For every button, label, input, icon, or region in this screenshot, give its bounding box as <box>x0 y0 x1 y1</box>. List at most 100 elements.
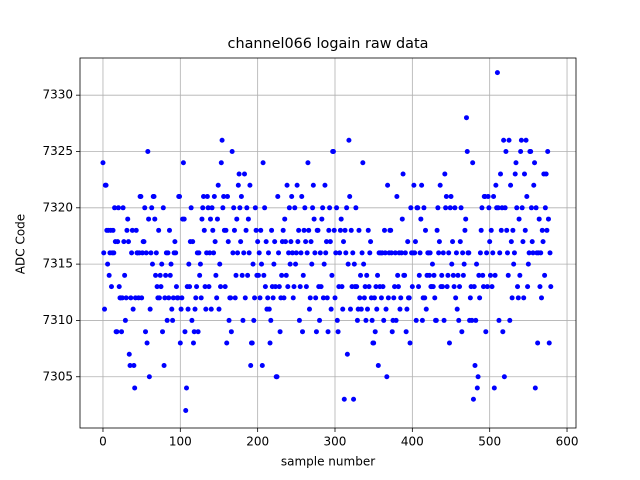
point <box>498 227 504 233</box>
point <box>289 194 295 200</box>
point <box>427 250 433 256</box>
point <box>322 182 328 188</box>
point <box>457 239 463 245</box>
point <box>126 351 132 357</box>
point <box>218 160 224 166</box>
point <box>310 205 316 211</box>
point <box>165 250 171 256</box>
point <box>253 227 259 233</box>
point <box>526 250 532 256</box>
point <box>446 250 452 256</box>
point <box>211 250 217 256</box>
point <box>530 250 536 256</box>
point <box>263 239 269 245</box>
point <box>179 295 185 301</box>
point <box>304 250 310 256</box>
point <box>489 284 495 290</box>
point <box>443 194 449 200</box>
point <box>318 284 324 290</box>
point <box>327 205 333 211</box>
point <box>166 295 172 301</box>
point <box>190 239 196 245</box>
point <box>525 261 531 267</box>
point <box>191 329 197 335</box>
point <box>539 227 545 233</box>
point <box>130 306 136 312</box>
point <box>282 216 288 222</box>
point <box>295 239 301 245</box>
point <box>449 261 455 267</box>
point <box>395 272 401 278</box>
point <box>374 306 380 312</box>
point <box>311 216 317 222</box>
point <box>364 272 370 278</box>
point <box>473 317 479 323</box>
point <box>125 239 131 245</box>
point <box>203 306 209 312</box>
point <box>139 250 145 256</box>
point <box>276 250 282 256</box>
x-axis-label: sample number <box>281 455 375 469</box>
point <box>522 227 528 233</box>
point <box>116 284 122 290</box>
point <box>262 284 268 290</box>
point <box>484 284 490 290</box>
point <box>480 284 486 290</box>
point <box>175 295 181 301</box>
point <box>180 160 186 166</box>
point <box>485 194 491 200</box>
point <box>347 306 353 312</box>
point <box>358 306 364 312</box>
point <box>257 295 263 301</box>
point <box>491 194 497 200</box>
point <box>272 284 278 290</box>
point <box>463 216 469 222</box>
point <box>317 317 323 323</box>
point <box>358 272 364 278</box>
point <box>470 160 476 166</box>
point <box>100 160 106 166</box>
point <box>431 272 437 278</box>
x-tick-label: 500 <box>478 435 501 449</box>
point <box>537 284 543 290</box>
point <box>303 239 309 245</box>
point <box>509 295 515 301</box>
point <box>189 317 195 323</box>
point <box>213 272 219 278</box>
point <box>368 239 374 245</box>
point <box>354 284 360 290</box>
point <box>448 194 454 200</box>
point <box>545 148 551 154</box>
point <box>106 272 112 278</box>
point <box>518 137 524 143</box>
point <box>467 295 473 301</box>
point <box>442 171 448 177</box>
point <box>283 272 289 278</box>
point <box>422 295 428 301</box>
point <box>219 137 225 143</box>
point <box>141 239 147 245</box>
point <box>325 329 331 335</box>
point <box>521 171 527 177</box>
point <box>144 340 150 346</box>
point <box>231 205 237 211</box>
point <box>529 239 535 245</box>
point <box>456 317 462 323</box>
point <box>275 194 281 200</box>
y-axis-label: ADC Code <box>14 214 28 274</box>
point <box>354 317 360 323</box>
point <box>102 306 108 312</box>
point <box>342 227 348 233</box>
x-tick-label: 300 <box>324 435 347 449</box>
point <box>178 306 184 312</box>
point <box>453 250 459 256</box>
point <box>348 227 354 233</box>
point <box>289 250 295 256</box>
point <box>463 115 469 121</box>
point <box>172 239 178 245</box>
point <box>392 284 398 290</box>
point <box>353 205 359 211</box>
point <box>303 284 309 290</box>
point <box>188 205 194 211</box>
point <box>209 205 215 211</box>
